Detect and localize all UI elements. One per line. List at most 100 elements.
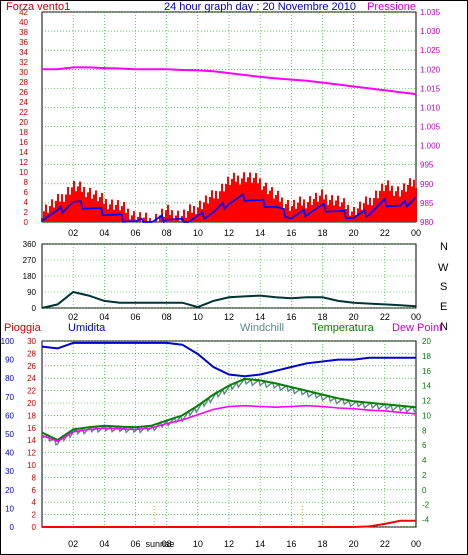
y-mid-tick-label: 10 [5, 504, 14, 513]
y-right-tick-label: 2 [422, 471, 427, 480]
rain-line [42, 519, 416, 528]
y-mid-tick-label: 30 [5, 467, 14, 476]
y-right-tick-label: 14 [422, 382, 431, 391]
x-tick-label: 08 [162, 228, 172, 238]
y-left-tick-label: 2 [24, 208, 29, 217]
y-tick-label: 180 [23, 272, 37, 281]
x-tick-label: 12 [224, 539, 234, 549]
y-right-tick-label: -4 [422, 516, 430, 525]
humidity-line [41, 341, 416, 378]
y-right-tick-label: 18 [422, 352, 431, 361]
x-tick-label: 10 [193, 312, 203, 322]
y-left-tick-label: 14 [27, 436, 36, 445]
temperature-title: Temperatura [312, 322, 375, 334]
x-tick-label: 20 [349, 312, 359, 322]
wind-avg-line [41, 192, 417, 224]
y-mid-tick-label: 90 [5, 356, 14, 365]
x-tick-label: 00 [411, 228, 421, 238]
windchill-title: Windchill [240, 322, 284, 334]
x-tick-label: 22 [380, 312, 390, 322]
y-left-tick-label: 18 [19, 128, 28, 137]
y-left-tick-label: 36 [19, 38, 28, 47]
x-tick-label: 04 [99, 312, 109, 322]
y-mid-tick-label: 100 [1, 337, 15, 346]
y-right-tick-label: -2 [422, 501, 430, 510]
y-left-tick-label: 16 [27, 424, 36, 433]
x-tick-label: 02 [68, 539, 78, 549]
y-left-tick-label: 20 [27, 399, 36, 408]
y-left-tick-label: 0 [24, 218, 29, 227]
y-left-tick-label: 20 [19, 118, 28, 127]
y-right-tick-label: 16 [422, 367, 431, 376]
y-left-tick-label: 30 [27, 337, 36, 346]
y-left-tick-label: 26 [27, 362, 36, 371]
dewpoint-line [41, 404, 417, 443]
temperature-line [41, 377, 417, 442]
y-right-tick-label: 1.025 [420, 46, 441, 55]
y-right-tick-label: 6 [422, 441, 427, 450]
y-right-tick-label: 995 [420, 161, 434, 170]
y-right-tick-label: 20 [422, 337, 431, 346]
y-left-tick-label: 4 [24, 198, 29, 207]
y-left-tick-label: 26 [19, 88, 28, 97]
y-left-tick-label: 34 [19, 48, 28, 57]
direction-line [41, 290, 417, 309]
y-right-tick-label: 1.010 [420, 103, 441, 112]
y-left-tick-label: 28 [19, 78, 28, 87]
x-tick-label: 14 [255, 539, 265, 549]
x-tick-label: 00 [411, 539, 421, 549]
x-tick-label: 04 [99, 539, 109, 549]
y-left-tick-label: 12 [27, 449, 36, 458]
y-right-tick-label: 12 [422, 397, 431, 406]
dewpoint-title: Dew Point [392, 322, 442, 334]
y-left-tick-label: 12 [19, 158, 28, 167]
y-tick-label: 360 [23, 240, 37, 249]
x-tick-label: 18 [317, 539, 327, 549]
y-left-tick-label: 0 [32, 523, 37, 532]
direction-label-s: S [440, 281, 447, 293]
y-right-tick-label: 1.020 [420, 65, 441, 74]
x-tick-label: 02 [68, 228, 78, 238]
y-mid-tick-label: 40 [5, 449, 14, 458]
direction-label-n2: N [440, 321, 448, 333]
rain-title: Pioggia [4, 322, 42, 334]
y-mid-tick-label: 70 [5, 393, 14, 402]
y-left-tick-label: 22 [27, 387, 36, 396]
y-left-tick-label: 24 [27, 374, 36, 383]
y-left-tick-label: 6 [24, 188, 29, 197]
x-tick-label: 14 [255, 312, 265, 322]
x-tick-label: 12 [224, 312, 234, 322]
y-mid-tick-label: 50 [5, 430, 14, 439]
x-tick-label: 08 [162, 539, 172, 549]
y-left-tick-label: 28 [27, 349, 36, 358]
x-tick-label: 08 [162, 312, 172, 322]
y-right-tick-label: 990 [420, 180, 434, 189]
wind-axis-title: Forza vento1 [6, 1, 70, 13]
x-tick-label: 04 [99, 228, 109, 238]
y-mid-tick-label: 20 [5, 486, 14, 495]
y-right-tick-label: 0 [422, 486, 427, 495]
y-left-tick-label: 8 [32, 473, 37, 482]
y-left-tick-label: 30 [19, 68, 28, 77]
pressure-axis-title: Pressione [367, 1, 416, 13]
y-left-tick-label: 10 [27, 461, 36, 470]
y-mid-tick-label: 60 [5, 411, 14, 420]
chart-title: 24 hour graph day : 20 Novembre 2010 [164, 1, 356, 13]
x-tick-label: 00 [411, 312, 421, 322]
x-tick-label: 14 [255, 228, 265, 238]
x-tick-label: 20 [349, 539, 359, 549]
y-right-tick-label: 1.030 [420, 27, 441, 36]
y-left-tick-label: 8 [24, 178, 29, 187]
x-tick-label: 22 [380, 539, 390, 549]
direction-label-n: N [440, 241, 448, 253]
y-left-tick-label: 16 [19, 138, 28, 147]
x-tick-label: 18 [317, 312, 327, 322]
y-right-tick-label: 1.015 [420, 84, 441, 93]
direction-label-w: W [438, 262, 449, 274]
y-left-tick-label: 6 [32, 486, 37, 495]
x-tick-label: 22 [380, 228, 390, 238]
y-right-tick-label: 8 [422, 426, 427, 435]
pressure-line [42, 66, 417, 96]
y-right-tick-label: 10 [422, 411, 431, 420]
x-tick-label: 06 [130, 228, 140, 238]
